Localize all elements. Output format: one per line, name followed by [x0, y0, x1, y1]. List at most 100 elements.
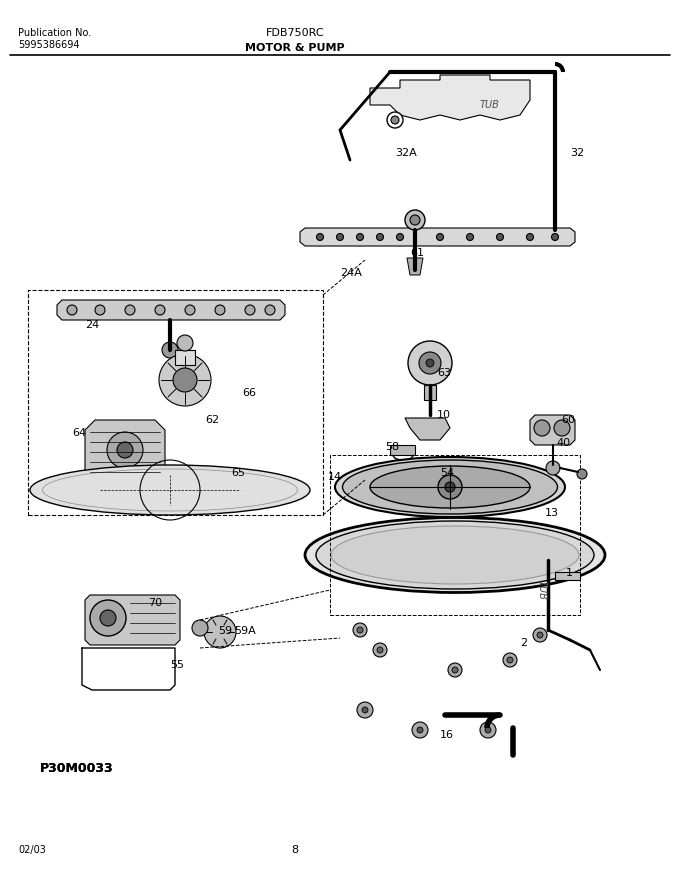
Polygon shape: [555, 572, 580, 580]
Circle shape: [448, 663, 462, 677]
Circle shape: [426, 359, 434, 367]
Circle shape: [405, 210, 425, 230]
Circle shape: [496, 233, 503, 240]
Text: 61: 61: [410, 248, 424, 258]
Circle shape: [90, 600, 126, 636]
Circle shape: [100, 610, 116, 626]
Text: 62: 62: [205, 415, 219, 425]
Circle shape: [412, 722, 428, 738]
Circle shape: [577, 469, 587, 479]
Circle shape: [410, 215, 420, 225]
Ellipse shape: [30, 465, 310, 515]
Text: 8: 8: [292, 845, 299, 855]
Text: 58: 58: [385, 442, 399, 452]
Circle shape: [356, 233, 364, 240]
Ellipse shape: [343, 460, 558, 514]
Circle shape: [265, 305, 275, 315]
Circle shape: [419, 352, 441, 374]
Circle shape: [185, 305, 195, 315]
Circle shape: [192, 620, 208, 636]
Circle shape: [204, 616, 236, 648]
Circle shape: [537, 632, 543, 638]
Text: 70: 70: [148, 598, 162, 608]
Text: Publication No.: Publication No.: [18, 28, 91, 38]
Text: 59: 59: [218, 626, 232, 636]
Circle shape: [173, 368, 197, 392]
Text: 24: 24: [85, 320, 99, 330]
Ellipse shape: [370, 466, 530, 508]
Circle shape: [507, 657, 513, 663]
Ellipse shape: [305, 517, 605, 592]
Circle shape: [551, 233, 558, 240]
Ellipse shape: [316, 521, 594, 589]
Circle shape: [391, 116, 399, 124]
Circle shape: [362, 707, 368, 713]
Circle shape: [526, 233, 534, 240]
Text: 55: 55: [170, 660, 184, 670]
Text: FDB750RC: FDB750RC: [266, 28, 324, 38]
Polygon shape: [85, 595, 180, 645]
Circle shape: [125, 305, 135, 315]
Text: 1: 1: [566, 568, 573, 578]
Circle shape: [357, 627, 363, 633]
Circle shape: [408, 341, 452, 385]
Circle shape: [162, 342, 178, 358]
Circle shape: [534, 420, 550, 436]
Circle shape: [357, 702, 373, 718]
Circle shape: [353, 623, 367, 637]
Text: MOTOR & PUMP: MOTOR & PUMP: [245, 43, 345, 53]
Text: 60: 60: [561, 415, 575, 425]
Text: 32: 32: [570, 148, 584, 158]
Circle shape: [396, 233, 403, 240]
Text: 63: 63: [437, 368, 451, 378]
Bar: [330, 455, 580, 615]
Polygon shape: [370, 75, 530, 120]
Circle shape: [546, 461, 560, 475]
Polygon shape: [530, 415, 575, 445]
Polygon shape: [57, 300, 285, 320]
Text: 32A: 32A: [395, 148, 417, 158]
Text: 24A: 24A: [340, 268, 362, 278]
Circle shape: [480, 722, 496, 738]
Circle shape: [437, 233, 443, 240]
Circle shape: [452, 667, 458, 673]
Bar: [424, 385, 436, 400]
Text: 65: 65: [231, 468, 245, 478]
Polygon shape: [405, 418, 450, 440]
Circle shape: [533, 628, 547, 642]
Text: 14: 14: [328, 472, 342, 482]
Text: TUB: TUB: [480, 100, 500, 110]
Circle shape: [67, 305, 77, 315]
Circle shape: [177, 335, 193, 351]
Circle shape: [107, 432, 143, 468]
Text: 10: 10: [437, 410, 451, 420]
Circle shape: [445, 482, 455, 492]
Circle shape: [377, 647, 383, 653]
Text: 40: 40: [556, 438, 570, 448]
Text: 54: 54: [440, 468, 454, 478]
Circle shape: [503, 653, 517, 667]
Circle shape: [155, 305, 165, 315]
Circle shape: [554, 420, 570, 436]
Circle shape: [485, 727, 491, 733]
Circle shape: [159, 354, 211, 406]
Circle shape: [316, 233, 324, 240]
Polygon shape: [300, 228, 575, 246]
Circle shape: [337, 233, 343, 240]
Text: 5995386694: 5995386694: [18, 40, 80, 50]
Text: P30M0033: P30M0033: [40, 762, 114, 775]
Circle shape: [387, 112, 403, 128]
Circle shape: [95, 305, 105, 315]
Ellipse shape: [335, 457, 565, 517]
Circle shape: [373, 643, 387, 657]
Text: TUB: TUB: [537, 580, 547, 600]
Polygon shape: [85, 420, 165, 480]
Circle shape: [466, 233, 473, 240]
Text: 13: 13: [545, 508, 559, 518]
Ellipse shape: [331, 526, 579, 584]
Circle shape: [117, 442, 133, 458]
Text: 2: 2: [520, 638, 527, 648]
Polygon shape: [390, 445, 415, 455]
Text: 02/03: 02/03: [18, 845, 46, 855]
Circle shape: [417, 727, 423, 733]
